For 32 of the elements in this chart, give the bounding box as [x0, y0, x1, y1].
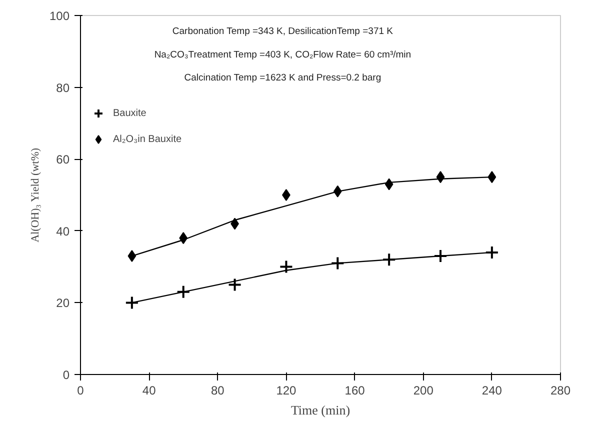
x-tick-label: 80	[210, 384, 225, 398]
legend-label: Al₂O₃in Bauxite	[113, 134, 182, 144]
x-tick-label: 280	[550, 384, 571, 398]
annotation: Calcination Temp =1623 K and Press=0.2 barg	[184, 72, 382, 84]
point	[128, 250, 136, 262]
annotation: Na₂CO₃Treatment Temp =403 K, CO₂Flow Rate= 60 cm³/min	[154, 49, 412, 60]
point	[279, 260, 294, 274]
point	[124, 296, 139, 310]
x-tick-label: 120	[276, 384, 297, 398]
x-tick-label: 40	[142, 384, 156, 398]
point	[228, 278, 242, 292]
legend-label: Bauxite	[113, 108, 146, 118]
y-tick-label: 0	[62, 368, 70, 382]
point	[488, 171, 496, 184]
point	[282, 189, 290, 201]
y-tick-label: 60	[56, 152, 70, 167]
y-tick-label: 40	[56, 224, 70, 238]
point	[176, 284, 190, 299]
annotation: Carbonation Temp =343 K, DesilicationTemp =371 K	[172, 26, 394, 38]
x-axis-title: Time (min)	[290, 402, 350, 418]
y-axis-title: Al(OH)₃ Yield (wt%)	[29, 148, 42, 242]
point	[434, 249, 448, 264]
point	[484, 245, 499, 260]
x-tick-label: 200	[413, 384, 434, 398]
y-tick-label: 20	[56, 296, 70, 310]
point	[382, 252, 396, 267]
x-tick-label: 0	[77, 384, 84, 398]
point	[330, 256, 345, 270]
y-tick-label: 100	[49, 9, 70, 23]
y-tick-label: 80	[56, 80, 70, 95]
x-tick-label: 160	[344, 384, 366, 398]
x-tick-label: 240	[482, 384, 502, 398]
